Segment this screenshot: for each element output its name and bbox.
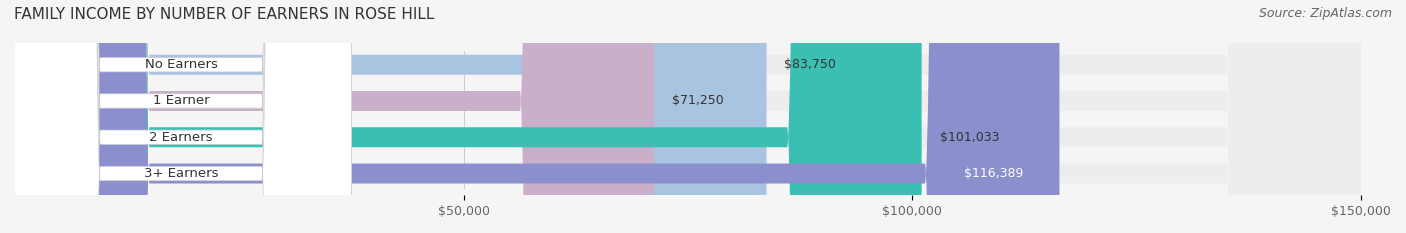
Text: Source: ZipAtlas.com: Source: ZipAtlas.com bbox=[1258, 7, 1392, 20]
FancyBboxPatch shape bbox=[10, 0, 352, 233]
FancyBboxPatch shape bbox=[15, 0, 1361, 233]
Text: No Earners: No Earners bbox=[145, 58, 218, 71]
Text: $101,033: $101,033 bbox=[939, 131, 1000, 144]
Text: 3+ Earners: 3+ Earners bbox=[143, 167, 218, 180]
Text: $83,750: $83,750 bbox=[785, 58, 837, 71]
FancyBboxPatch shape bbox=[10, 0, 352, 233]
FancyBboxPatch shape bbox=[15, 0, 1361, 233]
FancyBboxPatch shape bbox=[15, 0, 1361, 233]
Text: 2 Earners: 2 Earners bbox=[149, 131, 212, 144]
FancyBboxPatch shape bbox=[15, 0, 1361, 233]
FancyBboxPatch shape bbox=[15, 0, 1060, 233]
FancyBboxPatch shape bbox=[15, 0, 922, 233]
FancyBboxPatch shape bbox=[15, 0, 654, 233]
Text: 1 Earner: 1 Earner bbox=[153, 95, 209, 107]
Text: $116,389: $116,389 bbox=[965, 167, 1024, 180]
FancyBboxPatch shape bbox=[15, 0, 766, 233]
Text: FAMILY INCOME BY NUMBER OF EARNERS IN ROSE HILL: FAMILY INCOME BY NUMBER OF EARNERS IN RO… bbox=[14, 7, 434, 22]
FancyBboxPatch shape bbox=[10, 0, 352, 233]
Text: $71,250: $71,250 bbox=[672, 95, 724, 107]
FancyBboxPatch shape bbox=[10, 0, 352, 233]
